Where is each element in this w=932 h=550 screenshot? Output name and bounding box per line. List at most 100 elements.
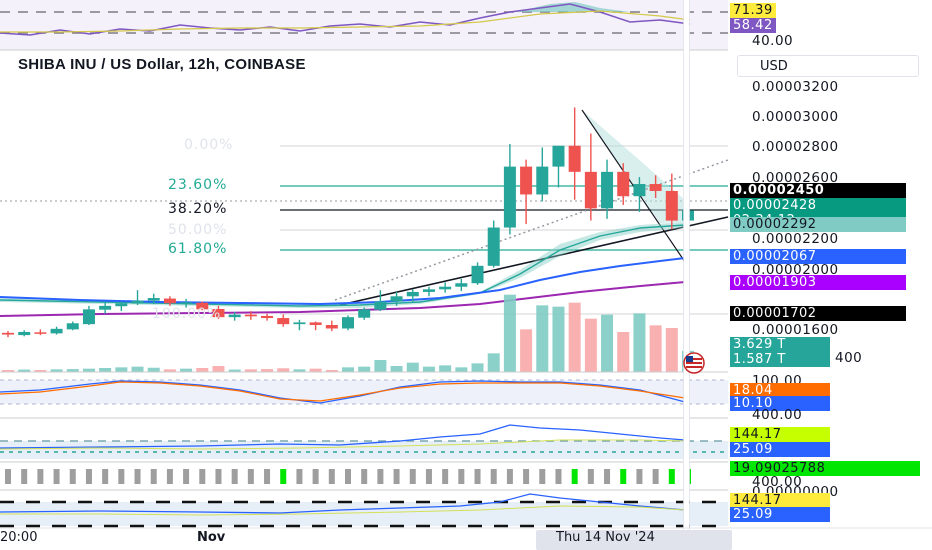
rsi-tag-upper: 71.39: [730, 3, 776, 18]
osc-bar: [118, 469, 125, 484]
candle-body: [196, 302, 209, 310]
candle-body: [439, 286, 452, 290]
volume-bar: [471, 363, 484, 372]
candle-body: [665, 190, 678, 221]
osc-bar: [37, 469, 44, 484]
time-cursor-label-bg: [536, 530, 732, 550]
cci-yellow-line: [0, 505, 686, 516]
price-axis-label: 0.00002200: [752, 231, 839, 247]
volume-bar: [536, 305, 549, 372]
osc-tag-green: 19.09025788: [730, 461, 920, 476]
candle-body: [50, 328, 63, 334]
volume-bar: [665, 328, 678, 372]
currency-selector[interactable]: USD: [737, 55, 919, 77]
volume-bar: [633, 313, 646, 372]
candle-body: [261, 315, 274, 319]
osc-bar: [393, 469, 400, 484]
cci-panel: [0, 489, 728, 528]
candles: [2, 107, 694, 338]
candle-body: [471, 265, 484, 284]
osc-bar: [166, 469, 173, 484]
candle-body: [277, 318, 290, 325]
macd-orange-line: [0, 381, 686, 402]
price-axis-label: 0.00003000: [752, 109, 839, 125]
osc-bar: [620, 469, 627, 484]
cci-tag-yellow: 144.17: [730, 493, 830, 508]
rsi-tag-lower: 58.42: [730, 18, 776, 33]
time-cursor-label: Thu 14 Nov '24: [556, 530, 655, 545]
candle-body: [552, 145, 565, 167]
price-pane: [0, 107, 729, 372]
candle-body: [358, 309, 371, 318]
volume-bar: [180, 368, 193, 372]
us-flag-icon[interactable]: [683, 352, 705, 374]
volume-bar: [212, 366, 225, 372]
osc-bar: [296, 469, 303, 484]
osc-bar: [150, 469, 157, 484]
volume-bar: [82, 368, 95, 372]
price-tag-ma-blue: 0.00002067: [730, 249, 906, 264]
price-axis-label: 0.00002600: [752, 170, 839, 186]
candle-body: [374, 301, 387, 310]
rsi-line: [0, 3, 691, 36]
candle-body: [34, 332, 47, 334]
candle-body: [633, 184, 646, 197]
osc-bar: [345, 469, 351, 484]
osc-bar: [377, 469, 384, 484]
volume-bar: [163, 369, 176, 372]
volume-bar: [115, 367, 128, 372]
osc-bar: [636, 469, 643, 484]
osc-bar: [604, 469, 611, 484]
candle-body: [115, 303, 128, 307]
volume-bar: [50, 369, 63, 372]
osc-bar: [264, 469, 271, 484]
macd-axis-bottom: 400.00: [752, 407, 803, 423]
candle-body: [617, 171, 630, 197]
candle-body: [66, 323, 79, 330]
candle-body: [147, 298, 160, 301]
macd-tag-blue: 10.10: [730, 396, 830, 411]
osc-bar: [215, 469, 222, 484]
osc-bar: [21, 469, 28, 484]
price-tag-fib: 0.00002450: [730, 183, 906, 198]
time-axis-label-nov: Nov: [197, 530, 226, 545]
volume-bar: [66, 369, 79, 372]
rsi-signal-line: [0, 10, 691, 33]
price-tag-fib-low: 0.00001702: [730, 306, 906, 321]
price-axis-label: 0.00001600: [752, 322, 839, 338]
cci-tag-blue: 25.09: [730, 507, 830, 522]
volume-axis-label: 400: [835, 350, 863, 366]
candle-body: [503, 166, 516, 228]
adx-tag-lime: 144.17: [730, 427, 830, 442]
volume-bar: [552, 306, 565, 372]
volume-bar: [196, 368, 209, 372]
ma-purple-line: [0, 281, 686, 317]
volume-bar: [309, 368, 322, 372]
volume-bar: [358, 366, 371, 372]
volume-bar: [568, 302, 581, 372]
candle-body: [2, 332, 14, 335]
candle-body: [422, 289, 435, 292]
candle-body: [212, 308, 225, 318]
osc-bar: [328, 469, 335, 484]
osc-bar: [555, 469, 562, 484]
volume-bar: [277, 368, 290, 372]
price-axis-label: 0.00003200: [752, 79, 839, 95]
osc-bar: [134, 469, 141, 484]
volume-bar: [244, 369, 257, 372]
osc-bar: [523, 469, 530, 484]
volume-bar: [520, 329, 533, 372]
osc-bar: [442, 469, 449, 484]
volume-bars: [2, 294, 694, 372]
volume-bar: [617, 332, 630, 372]
candle-body: [293, 322, 306, 325]
volume-bar: [293, 369, 306, 372]
osc-bar: [587, 469, 594, 484]
trendline-support: [339, 216, 729, 306]
osc-bar: [5, 469, 11, 484]
price-tag-last: 0.00002428: [733, 198, 817, 213]
volume-bar: [390, 366, 403, 372]
fib-label-382: 38.20%: [168, 201, 228, 217]
candle-body: [649, 184, 662, 191]
